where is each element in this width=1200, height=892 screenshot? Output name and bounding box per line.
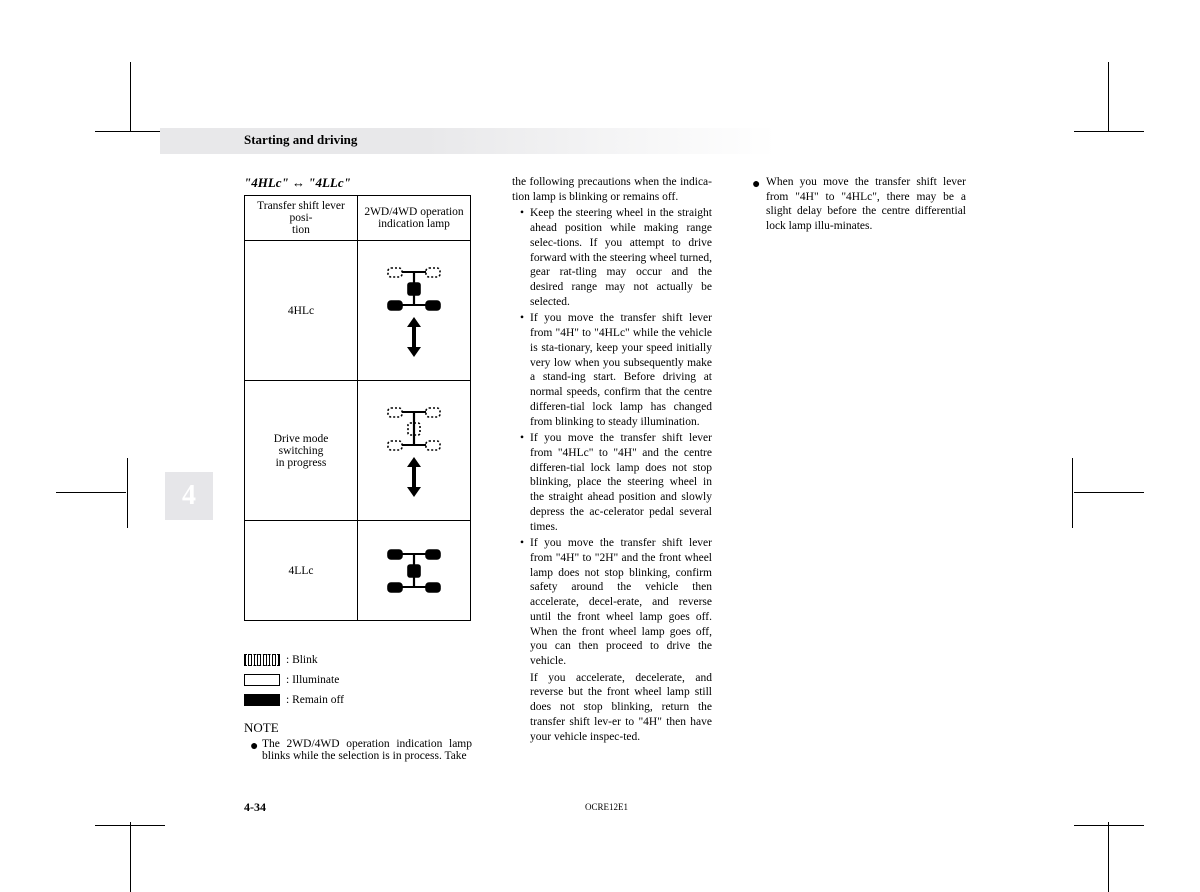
crop-mark <box>1072 458 1073 528</box>
bullet-icon: ● <box>250 740 258 754</box>
table-row-label: 4LLc <box>245 521 358 621</box>
crop-mark <box>130 822 131 892</box>
legend: : Blink : Illuminate : Remain off <box>244 650 344 710</box>
column-2: the following precautions when the indic… <box>512 175 712 744</box>
crop-mark <box>1074 131 1144 132</box>
table-header-lamp: 2WD/4WD operation indication lamp <box>358 196 471 241</box>
bullet-icon: ● <box>752 178 760 192</box>
indication-lamp-table: Transfer shift lever posi- tion 2WD/4WD … <box>244 195 471 621</box>
legend-swatch-off <box>244 694 280 706</box>
drivetrain-icon <box>385 265 443 313</box>
col2-bullet-item: If you move the transfer shift lever fro… <box>522 431 712 534</box>
column-3-text: When you move the transfer shift lever f… <box>766 175 966 234</box>
crop-mark <box>1074 825 1144 826</box>
mode-subtitle: "4HLc" ↔ "4LLc" <box>244 175 351 191</box>
crop-mark <box>56 492 126 493</box>
table-row-label: Drive mode switching in progress <box>245 381 358 521</box>
table-row-label: 4HLc <box>245 241 358 381</box>
document-id: OCRE12E1 <box>585 802 628 812</box>
note-text: The 2WD/4WD operation indication lamp bl… <box>262 738 472 762</box>
crop-mark <box>1074 492 1144 493</box>
table-header-lever: Transfer shift lever posi- tion <box>245 196 358 241</box>
drivetrain-icon <box>385 405 443 453</box>
note-heading: NOTE <box>244 720 279 736</box>
crop-mark <box>1108 822 1109 892</box>
table-row-lamp <box>358 521 471 621</box>
updown-arrow-icon <box>405 317 423 357</box>
page-number: 4-34 <box>244 800 266 815</box>
drivetrain-icon <box>385 547 443 595</box>
table-row-lamp <box>358 381 471 521</box>
legend-label-blink: : Blink <box>286 650 318 670</box>
col2-lead: the following precautions when the indic… <box>512 175 712 204</box>
chapter-tab: 4 <box>165 472 213 520</box>
crop-mark <box>127 458 128 528</box>
table-row-lamp <box>358 241 471 381</box>
col2-bullet-item: Keep the steering wheel in the straight … <box>522 206 712 309</box>
col2-bullet-item: If you move the transfer shift lever fro… <box>522 311 712 429</box>
col2-trail: If you accelerate, decelerate, and rever… <box>512 671 712 745</box>
col2-bullet-item: If you move the transfer shift lever fro… <box>522 536 712 668</box>
crop-mark <box>130 62 131 132</box>
legend-swatch-illuminate <box>244 674 280 686</box>
legend-label-illuminate: : Illuminate <box>286 670 339 690</box>
legend-label-off: : Remain off <box>286 690 344 710</box>
section-title: Starting and driving <box>244 132 357 148</box>
col2-bullet-list: Keep the steering wheel in the straight … <box>512 206 712 668</box>
legend-swatch-blink <box>244 654 280 666</box>
crop-mark <box>1108 62 1109 132</box>
updown-arrow-icon <box>405 457 423 497</box>
